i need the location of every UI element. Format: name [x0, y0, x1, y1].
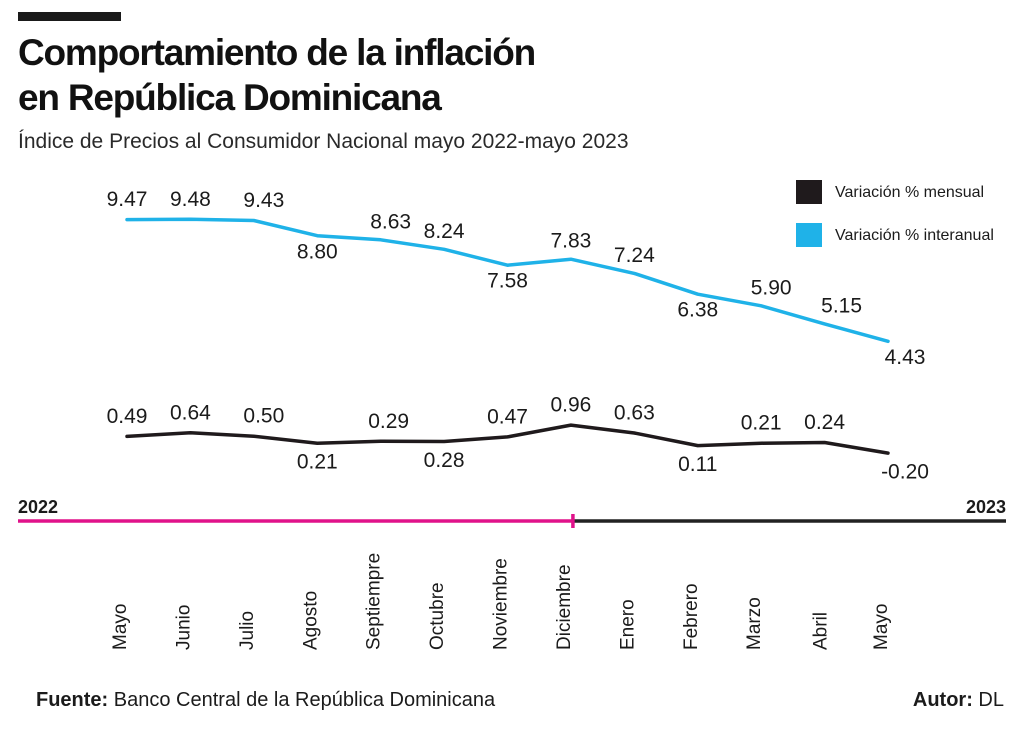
- legend-swatch: [796, 223, 822, 247]
- x-axis-label: Enero: [617, 599, 638, 650]
- data-label: 7.83: [550, 230, 591, 253]
- data-label: 0.21: [297, 451, 338, 474]
- data-label: 0.64: [170, 401, 211, 424]
- legend-label: Variación % interanual: [835, 227, 994, 244]
- data-label: 0.24: [804, 411, 845, 434]
- data-label: 9.47: [107, 188, 148, 211]
- data-label: 8.63: [370, 210, 411, 233]
- x-axis-label: Marzo: [744, 597, 765, 650]
- data-label: 0.28: [424, 449, 465, 472]
- author-label: Autor:: [912, 689, 973, 711]
- data-label: 0.49: [107, 405, 148, 428]
- x-axis-label: Junio: [173, 605, 194, 650]
- timeline-label-end: 2023: [966, 497, 1006, 517]
- data-label: 7.58: [487, 270, 528, 293]
- header-accent-bar: [18, 12, 121, 21]
- x-axis-label: Agosto: [300, 591, 321, 650]
- data-label: 4.43: [885, 346, 926, 369]
- series-line-mensual: [125, 423, 890, 455]
- data-label: 0.21: [741, 412, 782, 435]
- x-axis-label: Julio: [237, 611, 258, 650]
- data-label: 0.63: [614, 402, 655, 425]
- timeline-label-start: 2022: [18, 497, 58, 517]
- x-axis-label: Septiempre: [364, 553, 385, 650]
- x-axis-label: Mayo: [871, 604, 892, 650]
- data-label: 9.43: [243, 189, 284, 212]
- legend-label: Variación % mensual: [835, 184, 984, 201]
- author-note: Autor: DL: [913, 689, 1004, 712]
- data-label: 0.50: [243, 405, 284, 428]
- data-label: 5.15: [821, 294, 862, 317]
- x-axis-label: Febrero: [681, 583, 702, 650]
- x-axis-label: Abril: [811, 612, 832, 650]
- x-axis-label: Octubre: [427, 582, 448, 650]
- data-label: -0.20: [881, 461, 929, 484]
- data-label: 7.24: [614, 244, 655, 267]
- x-axis-label: Mayo: [110, 604, 131, 650]
- chart-title-line-2: en República Dominicana: [18, 77, 442, 118]
- source-value: Banco Central de la República Dominicana: [113, 689, 496, 711]
- data-label: 0.29: [368, 410, 409, 433]
- x-axis-label: Diciembre: [554, 564, 575, 650]
- data-label: 8.80: [297, 240, 338, 263]
- data-label: 0.47: [487, 405, 528, 428]
- data-label: 6.38: [677, 299, 718, 322]
- chart-title: Comportamiento de la inflación en Repúbl…: [18, 30, 536, 120]
- source-note: Fuente: Banco Central de la República Do…: [36, 689, 495, 712]
- x-axis-label: Noviembre: [491, 558, 512, 650]
- chart-subtitle: Índice de Precios al Consumidor Nacional…: [18, 130, 629, 153]
- chart-title-line-1: Comportamiento de la inflación: [18, 32, 536, 73]
- data-label: 0.96: [550, 394, 591, 417]
- data-label: 8.24: [424, 220, 465, 243]
- source-label: Fuente:: [36, 689, 109, 711]
- author-value: DL: [978, 689, 1004, 711]
- data-label: 0.11: [678, 453, 717, 476]
- series-line-interanual: [125, 217, 890, 344]
- data-label: 9.48: [170, 188, 211, 211]
- legend-swatch: [796, 180, 822, 204]
- data-label: 5.90: [751, 276, 792, 299]
